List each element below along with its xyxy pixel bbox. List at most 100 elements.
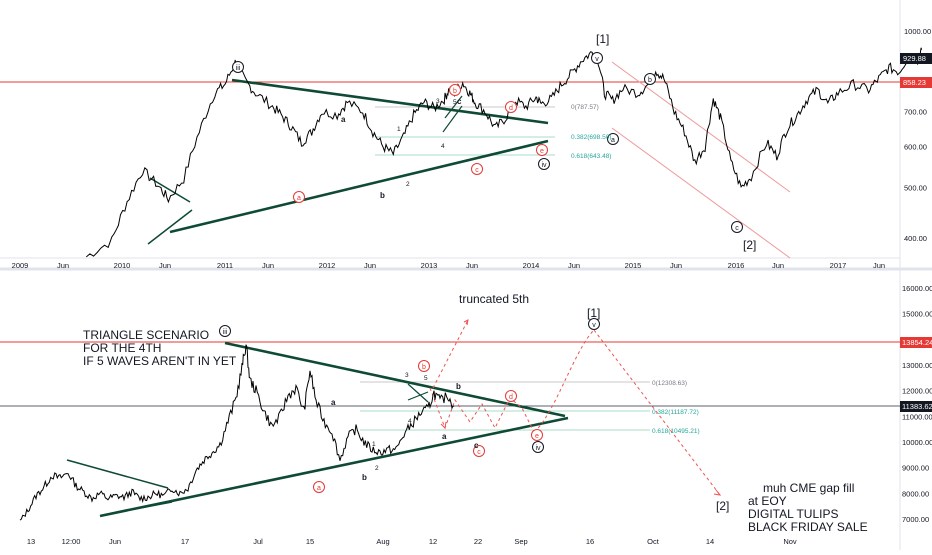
bottom-drawings [0,319,900,518]
bottom-x-tick: 14 [706,537,714,546]
top-x-tick: 2013 [421,261,438,270]
arrow-head-truncated [463,319,469,326]
top-wave-v: v [591,52,603,64]
svg-text:a: a [297,195,301,202]
svg-text:a: a [317,485,321,492]
svg-text:13854.24: 13854.24 [902,338,932,347]
top-y-tick: 500.00 [904,184,927,193]
top-x-tick: 2009 [12,261,29,270]
projection-wave5 [533,329,595,433]
top-wave-e-red: e [536,144,548,156]
bottom-y-tick: 12000.00 [902,387,932,396]
top-inner-wedge-a [442,105,463,133]
bottom-wave-3: 3 [405,372,409,379]
bottom-x-tick: 16 [586,537,594,546]
bottom-small-wedge-upper [66,459,169,489]
top-wave-iv: iv [538,158,550,170]
top-wave-bracket-1: [1] [596,32,609,46]
top-triangle-lower[interactable] [169,139,549,234]
top-x-tick: Jun [568,261,580,270]
top-x-tick: 2010 [114,261,131,270]
note-triangle-line3: IF 5 WAVES AREN'T IN YET [83,354,237,368]
svg-text:929.88: 929.88 [903,54,926,63]
svg-text:d: d [509,394,513,401]
bottom-x-tick: 12 [429,537,437,546]
bottom-wave-d-red: d [505,390,517,402]
bottom-x-tick: 17 [181,537,189,546]
top-channel-upper [611,61,791,193]
bottom-wave-bracket-2: [2] [716,499,729,513]
top-wave-4: 4 [441,143,445,150]
top-x-tick: Jun [57,261,69,270]
bottom-wave-5: 5 [424,375,428,382]
projection-crash [593,329,721,496]
bottom-wave-a-plain: a [331,398,336,407]
bottom-x-tick: Jun [109,537,121,546]
bottom-time-axis[interactable]: 13 12:00 Jun 17 Jul 15 Aug 12 22 Sep 16 Oct 14 Nov [27,537,797,546]
top-wave-c-plain: c [457,97,462,106]
svg-text:c: c [477,449,481,456]
bottom-wave-c-plain: c [474,441,479,450]
bottom-price-label-dark: 11383.62 [900,401,932,412]
svg-text:v: v [592,322,596,329]
bottom-triangle-upper[interactable] [224,341,566,418]
note-cme-line4: BLACK FRIDAY SALE [748,520,868,534]
svg-text:v: v [595,56,599,63]
bottom-y-tick: 8000.00 [902,489,929,498]
top-plot-area[interactable] [0,0,900,258]
bottom-wave-a-plain-2: a [442,432,447,441]
bottom-wave-b-plain-2: b [456,382,461,391]
bottom-wave-a-red: a [313,481,325,493]
bottom-fib-label-618: 0.618(10495.21) [652,428,700,435]
bottom-y-tick: 10000.00 [902,438,932,447]
note-truncated-5th: truncated 5th [459,292,529,306]
bottom-price-series[interactable] [19,344,455,521]
bottom-triangle-lower[interactable] [99,416,569,518]
bottom-y-tick: 16000.00 [902,284,932,293]
top-triangle-upper[interactable] [231,78,549,125]
svg-text:iii: iii [223,329,228,336]
top-x-tick: 2016 [728,261,745,270]
arrow-head-crash [713,489,722,496]
top-fib-label-618: 0.618(643.48) [571,153,611,160]
bottom-wave-b-red: b [418,360,430,372]
top-x-tick: 2015 [625,261,642,270]
top-time-axis[interactable]: 2009 Jun 2010 Jun 2011 Jun 2012 Jun 2013 Jun 2014 J… [12,261,885,270]
top-price-series[interactable] [85,47,923,258]
top-x-tick: Jun [262,261,274,270]
top-small-wedge-lower [147,209,193,245]
bottom-wave-1: 1 [372,441,376,448]
projection-truncated [432,319,469,389]
top-wave-b-red: b [449,84,461,96]
note-triangle-line1: TRIANGLE SCENARIO [83,328,209,342]
bottom-wave-b-plain: b [362,473,367,482]
bottom-x-tick: 13 [27,537,35,546]
top-wave-5: 5 [453,99,457,106]
bottom-y-tick: 13000.00 [902,361,932,370]
top-x-tick: Jun [466,261,478,270]
arrow-head-a [440,421,447,430]
svg-text:b: b [453,88,457,95]
top-x-tick: 2017 [830,261,847,270]
top-wave-c-dark: c [731,221,743,233]
top-x-tick: Jun [772,261,784,270]
svg-text:iv: iv [535,445,541,452]
svg-text:iii: iii [236,65,241,72]
top-wave-a-plain: a [341,115,346,124]
top-inner-wedge-b [444,95,463,119]
svg-text:c: c [475,167,479,174]
svg-text:858.23: 858.23 [903,78,926,87]
bottom-small-wedge-lower [102,501,173,516]
svg-text:b: b [648,77,652,84]
svg-text:11383.62: 11383.62 [902,402,932,411]
top-channel-lower [611,127,791,259]
bottom-inner-wedge-b [407,391,429,401]
top-y-tick: 400.00 [904,234,927,243]
projection-wxy [429,387,535,433]
top-fib-label-382: 0.382(698.50) [571,134,611,141]
note-cme-line2: at EOY [748,494,787,508]
bottom-x-tick: 12:00 [62,537,81,546]
bottom-inner-wedge-a [407,383,429,403]
svg-text:b: b [422,364,426,371]
